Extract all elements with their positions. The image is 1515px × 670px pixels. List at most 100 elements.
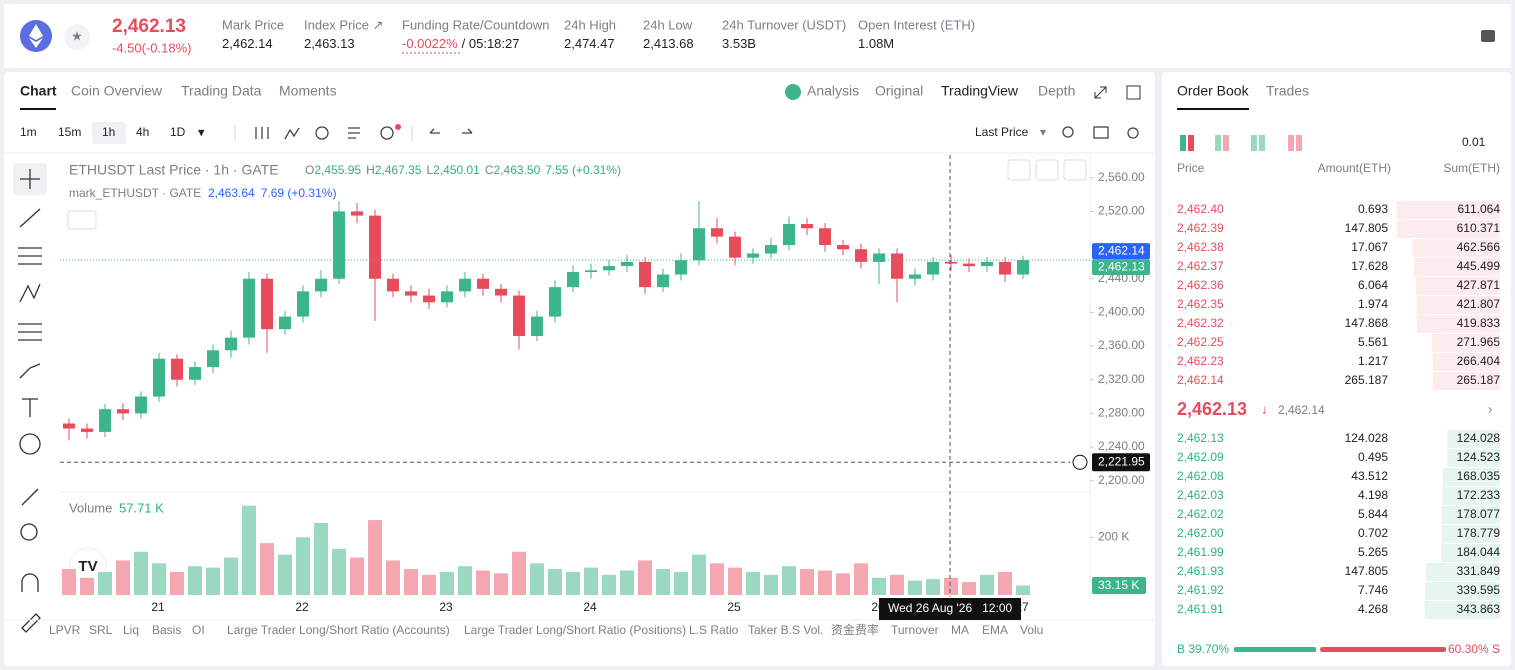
book-view[interactable] (1288, 135, 1294, 151)
book-sum: 611.064 (1458, 202, 1501, 216)
interval[interactable]: 4h (136, 125, 149, 139)
interval[interactable]: 15m (58, 125, 81, 139)
candle-body (801, 224, 813, 229)
book-view[interactable] (1215, 135, 1221, 151)
volume-bar (314, 522, 328, 595)
book-col: Price (1177, 161, 1205, 175)
volume-bar (746, 571, 760, 595)
legend-part: 2,463.64 (208, 186, 255, 200)
book-sum: 421.807 (1457, 297, 1501, 311)
tab[interactable]: Chart (20, 83, 57, 99)
candle-body (639, 261, 651, 288)
book-tab[interactable]: Trades (1266, 83, 1309, 99)
book-amount: 147.805 (1345, 564, 1389, 578)
volume-bar (332, 548, 346, 595)
collapse-btn[interactable] (67, 210, 97, 230)
book-sum: 331.849 (1457, 564, 1501, 578)
interval[interactable]: 1h (102, 125, 115, 139)
candle-body (1017, 260, 1029, 275)
book-view[interactable] (1223, 135, 1229, 151)
candle-body (531, 316, 543, 336)
chart-buttons[interactable] (1007, 159, 1087, 181)
interval[interactable]: 1m (20, 125, 37, 139)
indicator[interactable]: OI (192, 623, 205, 637)
volume-bar (224, 557, 238, 595)
book-view[interactable] (1259, 135, 1265, 151)
candle-body (81, 428, 93, 432)
indicator[interactable]: EMA (982, 623, 1008, 637)
book-price: 2,462.40 (1177, 202, 1224, 216)
volume-bar (818, 570, 832, 595)
book-amount: 0.693 (1358, 202, 1388, 216)
x-tick-label: 22 (295, 600, 309, 614)
view-tab[interactable]: TradingView (941, 83, 1019, 99)
stat-value: 2,413.68 (643, 36, 694, 51)
legend-mark-values: 2,463.64 7.69 (+0.31%) (208, 186, 336, 200)
depth-bar (1432, 372, 1500, 390)
view-tab[interactable]: Depth (1038, 83, 1075, 99)
candle-body (549, 287, 561, 317)
mark-price-tag (1092, 243, 1150, 260)
indicator[interactable]: Basis (152, 623, 181, 637)
indicator[interactable]: SRL (89, 623, 113, 637)
tab[interactable]: Coin Overview (71, 83, 163, 99)
tab[interactable]: Moments (279, 83, 337, 99)
indicator[interactable]: Turnover (891, 623, 939, 637)
view-tab[interactable]: Analysis (807, 83, 859, 99)
book-price: 2,462.02 (1177, 507, 1224, 521)
volume-bar (710, 563, 724, 595)
book-price: 2,462.38 (1177, 240, 1224, 254)
candle-body (261, 278, 273, 330)
tick-size[interactable]: 0.01 (1462, 135, 1486, 149)
indicator[interactable]: L.S Ratio (689, 623, 739, 637)
candle-body (693, 228, 705, 261)
indicator[interactable]: Large Trader Long/Short Ratio (Positions… (464, 623, 686, 637)
candle-body (441, 291, 453, 303)
depth-bar (1414, 258, 1500, 276)
tab[interactable]: Trading Data (181, 83, 262, 99)
depth-bar (1441, 544, 1500, 562)
volume-bar (656, 569, 670, 595)
indicator[interactable]: MA (951, 623, 969, 637)
favorite[interactable] (64, 24, 90, 50)
book-view[interactable] (1188, 135, 1194, 151)
depth-bar (1447, 449, 1500, 467)
price-source[interactable]: Last Price (975, 125, 1029, 139)
interval-active[interactable] (92, 122, 126, 144)
settings-icon[interactable] (1481, 30, 1495, 42)
depth-bar (1412, 239, 1500, 257)
book-view[interactable] (1180, 135, 1186, 151)
candle-body (315, 278, 327, 292)
volume-value: 57.71 K (119, 500, 164, 515)
volume-bar (530, 563, 544, 595)
indicator[interactable]: Liq (123, 623, 139, 637)
interval[interactable]: 1D (170, 125, 186, 139)
indicator[interactable]: 资金费率 (831, 622, 879, 637)
star[interactable]: ★ (71, 28, 83, 43)
volume-bar (674, 571, 688, 595)
indicator[interactable]: Large Trader Long/Short Ratio (Accounts) (227, 623, 450, 637)
y-tick-label: 2,560.00 (1098, 170, 1145, 184)
tv-mark: TV (78, 558, 97, 575)
volume-bar (62, 569, 76, 595)
indicator[interactable]: LPVR (49, 623, 81, 637)
book-sum: 271.965 (1457, 335, 1501, 349)
book-sum: 427.871 (1457, 278, 1501, 292)
book-view[interactable] (1296, 135, 1302, 151)
book-view[interactable] (1251, 135, 1257, 151)
depth-bar (1442, 468, 1500, 486)
analysis-icon (785, 84, 801, 100)
indicator[interactable]: Volu (1020, 623, 1043, 637)
volume-bar (278, 554, 292, 595)
book-price: 2,462.36 (1177, 278, 1224, 292)
indicator[interactable]: Taker B.S Vol. (748, 623, 823, 637)
view-tab[interactable]: Original (875, 83, 923, 99)
book-sum: 339.595 (1457, 583, 1501, 597)
book-price: 2,462.08 (1177, 469, 1224, 483)
stat-value-text: 2,463.13 (304, 36, 355, 51)
candle-body (117, 409, 129, 414)
book-tab[interactable]: Order Book (1177, 83, 1250, 99)
stat-label: 24h High (564, 17, 616, 32)
candle-body (135, 396, 147, 414)
